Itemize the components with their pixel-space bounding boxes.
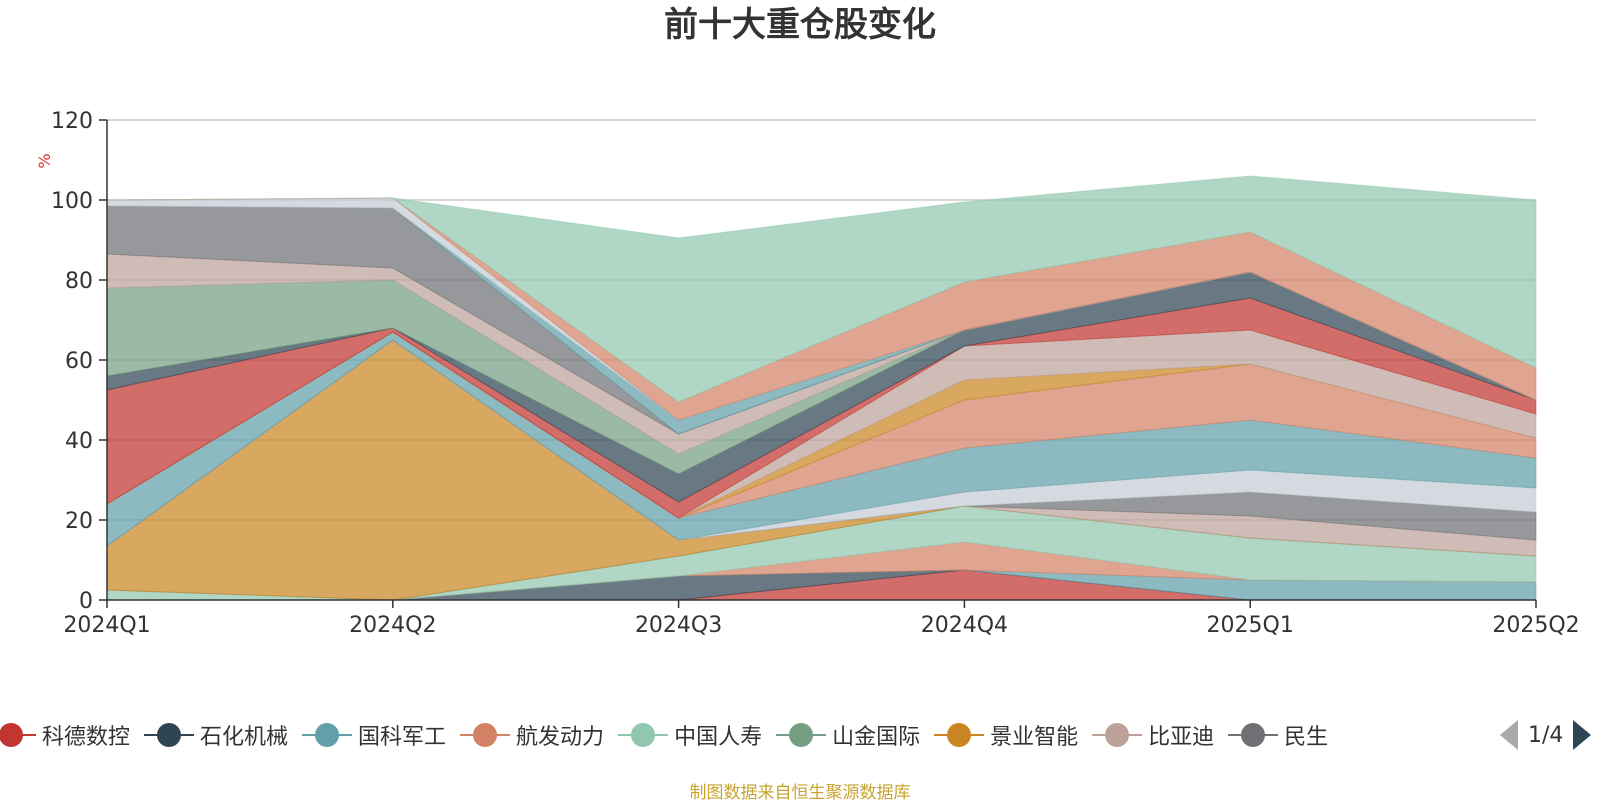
legend-item[interactable]: 民生 xyxy=(1228,715,1328,755)
legend-label: 国科军工 xyxy=(358,725,447,750)
legend-item[interactable]: 中国人寿 xyxy=(618,715,762,755)
x-tick-label: 2024Q4 xyxy=(921,613,1008,638)
legend-item[interactable]: 景业智能 xyxy=(934,715,1078,755)
y-tick-label: 20 xyxy=(65,509,93,534)
legend-marker-icon xyxy=(302,722,353,748)
legend-label: 石化机械 xyxy=(200,725,289,750)
legend-items: 科德数控 石化机械 国科军工 航发动力 中国人寿 山金国际 景业智能 比亚迪 民生 xyxy=(0,715,1468,755)
x-tick-label: 2024Q3 xyxy=(635,613,722,638)
legend-marker-icon xyxy=(1228,722,1279,748)
stacked-area-chart: 0 20 40 60 80 100 120 2024Q1 2024Q2 2024Q3 2024Q4 2… xyxy=(35,109,1580,638)
y-tick-label: 80 xyxy=(65,269,93,294)
legend-marker-icon xyxy=(776,722,827,748)
pager-prev-icon[interactable] xyxy=(1500,720,1518,750)
area-series-22[interactable] xyxy=(106,175,1537,403)
legend-marker-icon xyxy=(1092,722,1143,748)
y-tick-label: 40 xyxy=(65,429,93,454)
legend-label: 航发动力 xyxy=(516,725,605,750)
y-tick-label: 100 xyxy=(51,189,93,214)
legend-marker-icon xyxy=(934,722,985,748)
legend-pager: 1/4 xyxy=(1500,715,1592,755)
legend-label: 比亚迪 xyxy=(1148,725,1215,750)
legend-label: 景业智能 xyxy=(990,725,1079,750)
legend-item[interactable]: 山金国际 xyxy=(776,715,920,755)
legend-label: 科德数控 xyxy=(42,725,131,750)
source-footer: 制图数据来自恒生聚源数据库 xyxy=(689,783,911,803)
y-tick-label: 60 xyxy=(65,349,93,374)
area-series xyxy=(106,175,1537,601)
y-tick-label: 0 xyxy=(79,589,93,614)
legend-item[interactable]: 科德数控 xyxy=(0,715,130,755)
legend-label: 中国人寿 xyxy=(674,725,763,750)
legend-marker-icon xyxy=(0,722,36,748)
y-tick-label: 120 xyxy=(51,109,93,134)
y-axis-unit-label: % xyxy=(35,153,54,168)
legend-item[interactable]: 国科军工 xyxy=(302,715,446,755)
legend-item[interactable]: 石化机械 xyxy=(144,715,288,755)
pager-text: 1/4 xyxy=(1528,722,1564,748)
legend: 科德数控 石化机械 国科军工 航发动力 中国人寿 山金国际 景业智能 比亚迪 民生 1/4 xyxy=(0,715,1600,755)
legend-marker-icon xyxy=(144,722,195,748)
pager-next-icon[interactable] xyxy=(1573,720,1592,750)
legend-label: 民生 xyxy=(1284,725,1329,750)
legend-label: 山金国际 xyxy=(832,725,921,750)
legend-marker-icon xyxy=(460,722,511,748)
legend-item[interactable]: 航发动力 xyxy=(460,715,604,755)
x-tick-label: 2025Q2 xyxy=(1492,613,1579,638)
axes: 0 20 40 60 80 100 120 2024Q1 2024Q2 2024Q3 2024Q4 2… xyxy=(51,109,1580,638)
legend-item[interactable]: 比亚迪 xyxy=(1092,715,1214,755)
chart-title: 前十大重仓股变化 xyxy=(664,5,936,45)
x-tick-label: 2024Q1 xyxy=(63,613,150,638)
x-tick-label: 2025Q1 xyxy=(1207,613,1294,638)
legend-marker-icon xyxy=(618,722,669,748)
x-tick-label: 2024Q2 xyxy=(349,613,436,638)
